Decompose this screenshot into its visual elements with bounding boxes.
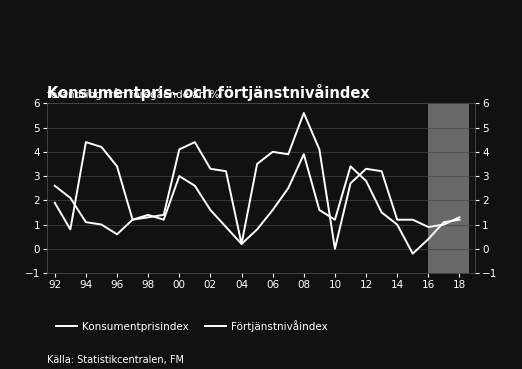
Text: Källa: Statistikcentralen, FM: Källa: Statistikcentralen, FM (47, 355, 184, 365)
Bar (429, 103, 469, 273)
Legend: Konsumentprisindex, Förtjänstnivåindex: Konsumentprisindex, Förtjänstnivåindex (52, 315, 331, 336)
Text: förändring från föregående år, %: förändring från föregående år, % (47, 88, 219, 100)
Text: Konsumentpris- och förtjänstnivåindex: Konsumentpris- och förtjänstnivåindex (47, 84, 370, 101)
